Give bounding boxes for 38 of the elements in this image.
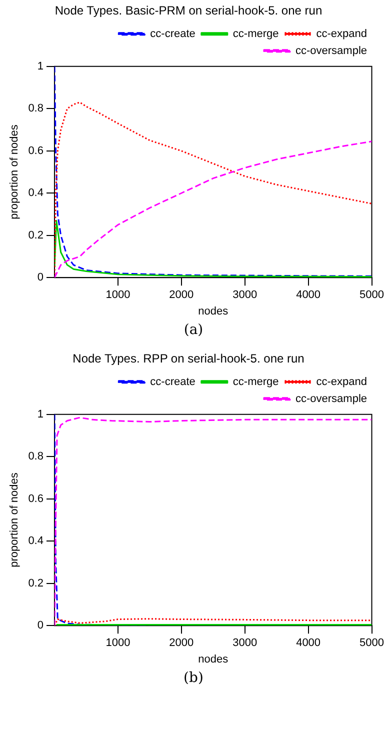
y-tick-label: 0.4 [28,187,44,200]
legend-label: cc-oversample [295,392,368,405]
x-tick-label: 3000 [232,289,258,302]
y-tick-label: 0.2 [28,229,44,242]
text: (a) [182,322,204,338]
y-tick-label: 0.2 [28,577,44,590]
y-tick-label: 0 [37,272,44,284]
x-tick-label: 2000 [169,289,194,302]
y-tick-label: 0.8 [28,450,44,463]
x-tick-label: 4000 [296,637,321,650]
legend-label: cc-merge [232,376,279,388]
text: (b) [182,670,204,686]
x-tick-label: 4000 [296,289,321,302]
y-tick-label: 1 [37,60,44,72]
y-tick-label: 0.6 [28,144,44,157]
y-tick-label: 0.6 [28,492,44,505]
x-tick-label: 1000 [106,289,130,302]
legend-label: cc-expand [316,28,368,40]
legend-label: cc-merge [232,28,279,40]
y-tick-label: 0.4 [28,535,44,548]
legend-label: cc-expand [316,376,368,388]
x-axis-title: nodes [198,653,229,666]
chart-title: Node Types. RPP on serial-hook-5. one run [72,352,304,366]
y-tick-label: 0 [37,620,44,632]
y-tick-label: 0.8 [28,102,44,115]
legend-label: cc-create [150,376,196,388]
y-axis-title: proportion of nodes [8,472,21,568]
y-axis-title: proportion of nodes [8,124,21,220]
x-axis-title: nodes [198,305,229,318]
x-tick-label: 3000 [232,637,258,650]
legend-label: cc-create [150,28,196,40]
chart-title: Node Types. Basic-PRM on serial-hook-5. one run [54,4,322,18]
x-tick-label: 2000 [169,637,194,650]
y-tick-label: 1 [37,408,44,420]
x-tick-label: 5000 [360,289,384,302]
x-tick-label: 1000 [106,637,130,650]
legend-label: cc-oversample [295,44,368,57]
x-tick-label: 5000 [360,637,384,650]
